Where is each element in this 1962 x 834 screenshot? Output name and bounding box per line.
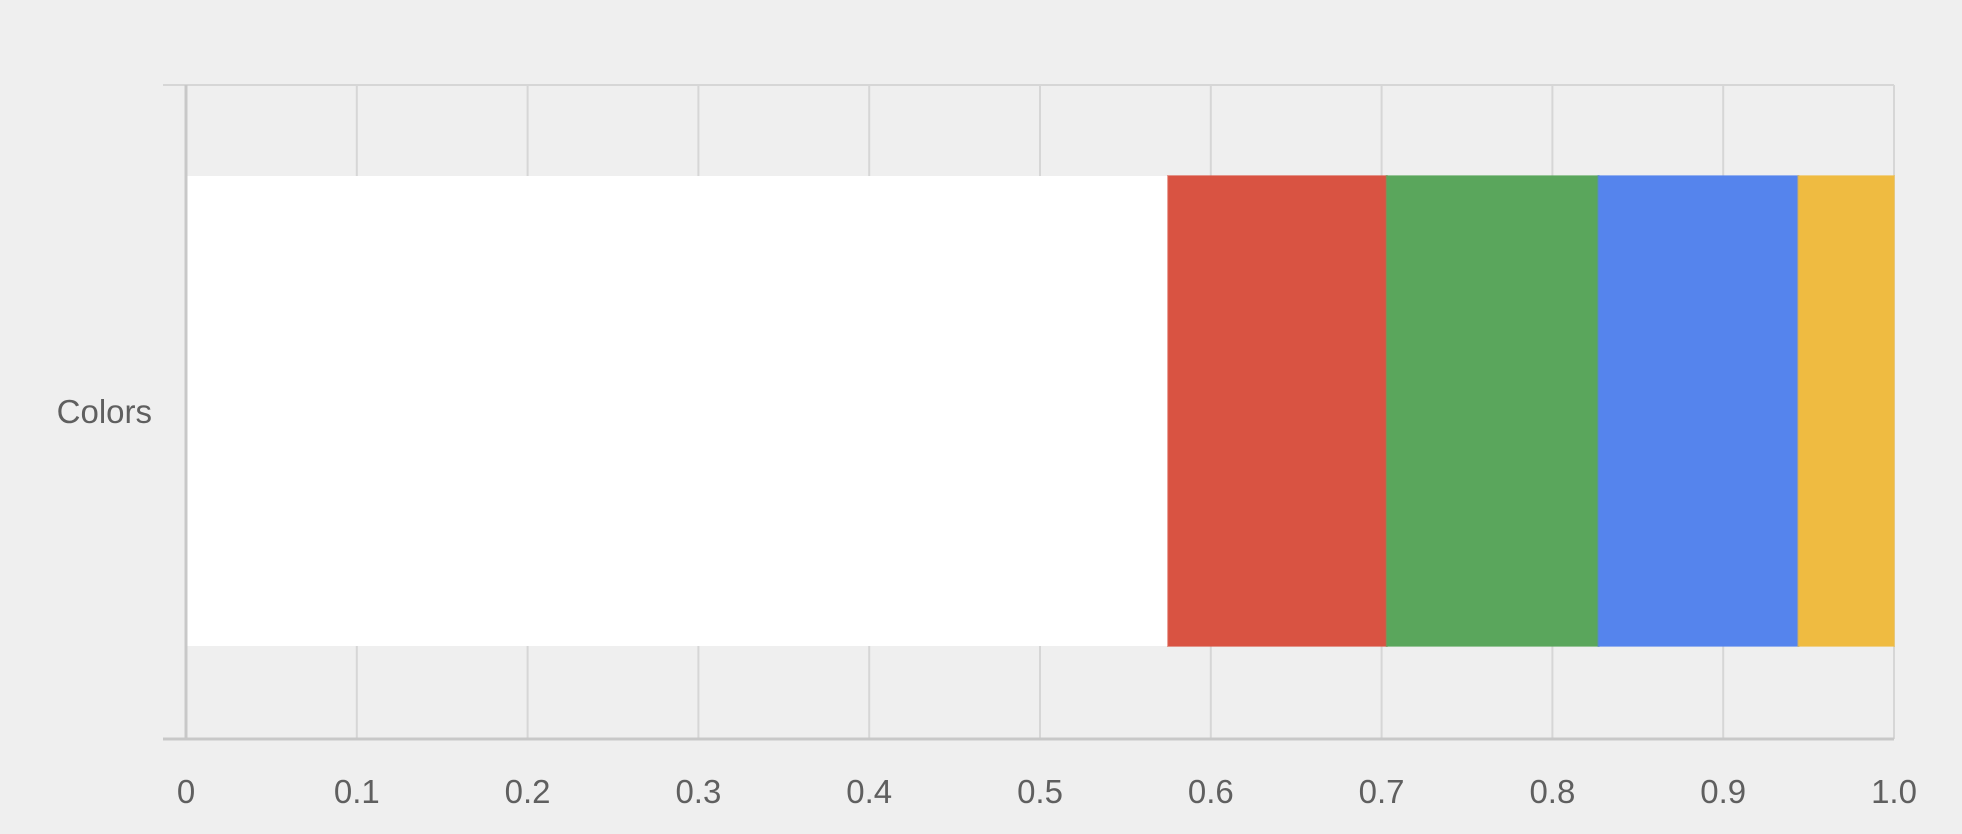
x-tick-label-8: 0.8 xyxy=(1529,773,1575,810)
category-label-0: Colors xyxy=(57,393,152,430)
x-tick-label-6: 0.6 xyxy=(1188,773,1234,810)
bar-segment-1 xyxy=(1167,175,1388,647)
x-tick-label-1: 0.1 xyxy=(334,773,380,810)
x-tick-label-3: 0.3 xyxy=(675,773,721,810)
x-tick-label-9: 0.9 xyxy=(1700,773,1746,810)
category-labels: Colors xyxy=(57,393,152,430)
bars xyxy=(186,175,1896,647)
axes xyxy=(163,84,1894,741)
x-tick-labels: 0 0.1 0.2 0.3 0.4 0.5 0.6 0.7 0.8 0.9 1.0 xyxy=(177,773,1917,810)
bar-segment-4 xyxy=(1797,175,1896,647)
x-tick-label-10: 1.0 xyxy=(1871,773,1917,810)
bar-segment-0 xyxy=(186,176,1169,646)
x-tick-label-2: 0.2 xyxy=(505,773,551,810)
x-tick-label-7: 0.7 xyxy=(1359,773,1405,810)
x-tick-label-5: 0.5 xyxy=(1017,773,1063,810)
bar-segment-2 xyxy=(1385,175,1600,647)
x-tick-label-4: 0.4 xyxy=(846,773,892,810)
bar-segment-3 xyxy=(1597,175,1800,647)
x-tick-label-0: 0 xyxy=(177,773,195,810)
